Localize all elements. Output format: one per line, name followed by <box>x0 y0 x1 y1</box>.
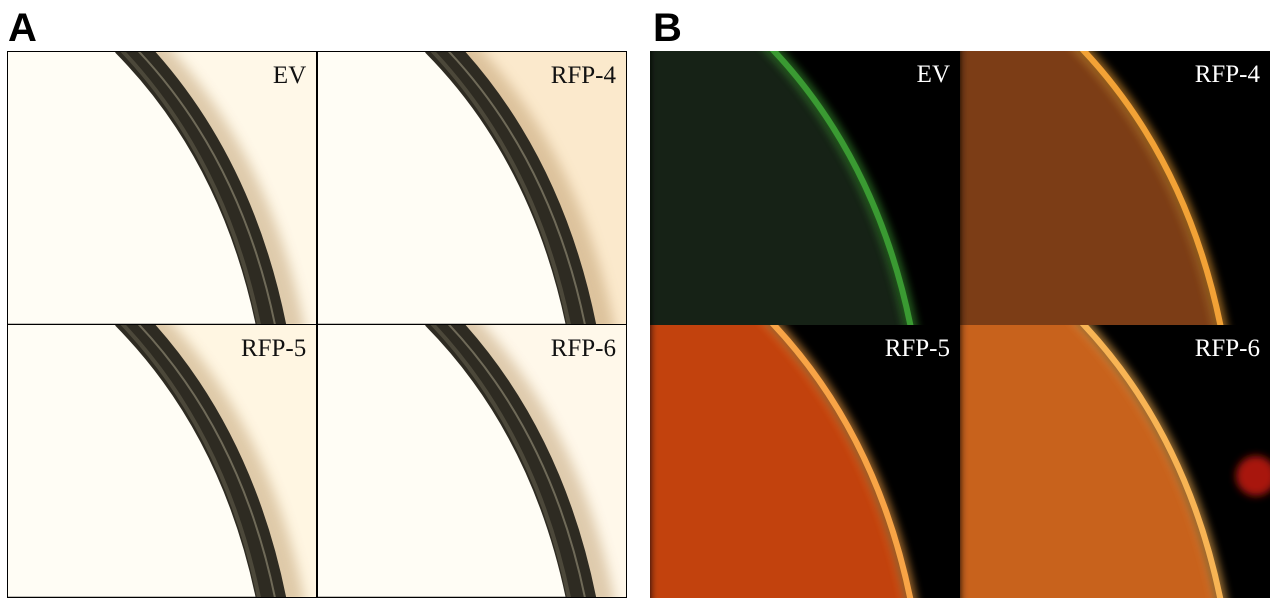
image-label: RFP-5 <box>241 335 306 363</box>
image <box>8 52 316 324</box>
micrograph: RFP-4 <box>318 52 626 324</box>
micrograph: RFP-6 <box>318 325 626 597</box>
image <box>318 325 626 597</box>
image-label: RFP-4 <box>551 62 616 90</box>
micrograph: EV <box>650 51 960 325</box>
image-label: EV <box>917 61 950 89</box>
image <box>960 51 1270 325</box>
micrograph: RFP-5 <box>650 325 960 599</box>
brightfield-panel: EV RFP-4 RFP-5 RFP-6 <box>7 51 627 598</box>
micrograph: RFP-6 <box>960 325 1270 599</box>
micrograph: RFP-4 <box>960 51 1270 325</box>
panel-label: B <box>653 4 682 52</box>
image-label: EV <box>273 62 306 90</box>
micrograph: EV <box>8 52 316 324</box>
panel-label: A <box>8 4 37 52</box>
image <box>650 325 960 599</box>
image <box>8 325 316 597</box>
image-label: RFP-5 <box>885 335 950 363</box>
image-label: RFP-6 <box>551 335 616 363</box>
image <box>318 52 626 324</box>
image <box>960 325 1270 599</box>
page: A B EVRFP-4RFP-5RFP-6 EVRFP-4RFP-5RFP-6 … <box>0 0 1274 599</box>
fluorescence-panel: EV RFP-4 RFP-5 RFP-6 <box>650 51 1270 598</box>
image-label: RFP-4 <box>1195 61 1260 89</box>
image-label: RFP-6 <box>1195 335 1260 363</box>
image <box>650 51 960 325</box>
micrograph: RFP-5 <box>8 325 316 597</box>
